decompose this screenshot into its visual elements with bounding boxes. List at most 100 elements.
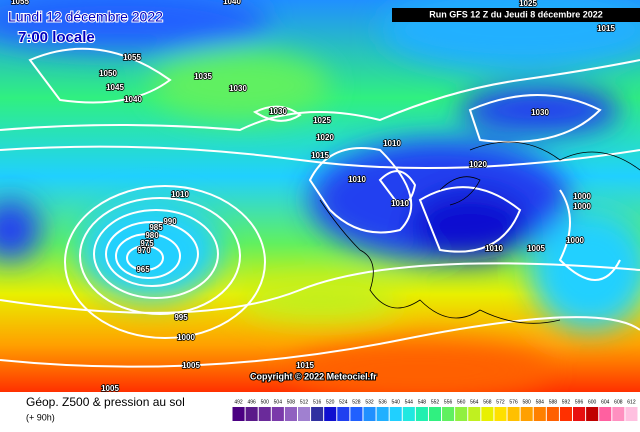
- legend-swatch: [376, 407, 389, 421]
- isobar-label: 1000: [573, 192, 591, 201]
- isobar-label: 995: [174, 313, 188, 322]
- legend-label: 492: [234, 399, 243, 405]
- legend-label: 552: [431, 399, 440, 405]
- legend-swatch: [245, 407, 258, 421]
- legend-swatch: [311, 407, 324, 421]
- legend-label: 584: [536, 399, 545, 405]
- isobar-label: 1055: [123, 53, 141, 62]
- legend-label: 512: [300, 399, 309, 405]
- legend-swatch: [324, 407, 337, 421]
- legend-swatch: [337, 407, 350, 421]
- legend-label: 536: [378, 399, 387, 405]
- isobar-label: 1010: [383, 139, 401, 148]
- isobar-label: 1045: [106, 83, 124, 92]
- legend-label: 556: [444, 399, 453, 405]
- isobars: [0, 47, 640, 368]
- isobar-label: 1005: [101, 384, 119, 393]
- legend-swatch: [625, 407, 638, 421]
- isobar-label: 1010: [391, 199, 409, 208]
- legend-swatch: [415, 407, 428, 421]
- isobar-label: 1030: [531, 108, 549, 117]
- isobar-label: 1015: [296, 361, 314, 370]
- legend-label: 604: [601, 399, 610, 405]
- isobar-label: 1015: [311, 151, 329, 160]
- isobar-label: 1055: [11, 0, 29, 6]
- legend-swatch: [350, 407, 363, 421]
- legend-label: 524: [339, 399, 348, 405]
- isobar-label: 1040: [223, 0, 241, 6]
- legend-label: 580: [523, 399, 532, 405]
- legend-label: 564: [470, 399, 479, 405]
- isobar-label: 1000: [573, 202, 591, 211]
- legend-swatch: [428, 407, 442, 421]
- legend-swatch: [507, 407, 520, 421]
- footer-lead: (+ 90h): [26, 412, 55, 422]
- isobar-label: 1020: [316, 133, 334, 142]
- legend-label: 540: [392, 399, 401, 405]
- isobar-label: 1015: [597, 24, 615, 33]
- legend-label: 532: [365, 399, 374, 405]
- legend-label: 608: [614, 399, 623, 405]
- legend-label: 612: [627, 399, 636, 405]
- isobar-label: 1005: [182, 361, 200, 370]
- legend-label: 572: [496, 399, 505, 405]
- isobar-label: 985: [149, 223, 163, 232]
- legend-label: 500: [261, 399, 270, 405]
- legend-swatch: [297, 407, 311, 421]
- legend-swatch: [481, 407, 494, 421]
- forecast-date: Lundi 12 décembre 2022: [8, 9, 163, 25]
- legend-label: 520: [326, 399, 335, 405]
- legend-label: 508: [287, 399, 296, 405]
- legend-swatch: [258, 407, 271, 421]
- legend-swatch: [232, 407, 245, 421]
- legend-swatch: [586, 407, 599, 421]
- legend-label: 588: [549, 399, 558, 405]
- isobar-label: 1020: [469, 160, 487, 169]
- legend-swatch: [389, 407, 402, 421]
- legend-swatch: [442, 407, 455, 421]
- isobar-label: 1010: [171, 190, 189, 199]
- legend-label: 576: [509, 399, 518, 405]
- footer-title: Géop. Z500 & pression au sol: [26, 395, 185, 409]
- legend-swatch: [533, 407, 546, 421]
- isobar-labels: 1055 1040 10251015105510501045104010351030…: [10, 0, 616, 394]
- legend-swatch: [455, 407, 468, 421]
- isobar-label: 1010: [485, 244, 503, 253]
- legend-label: 596: [575, 399, 584, 405]
- legend-swatch: [612, 407, 625, 421]
- legend-label: 592: [562, 399, 571, 405]
- coastlines: [319, 141, 640, 324]
- legend-label: 504: [274, 399, 283, 405]
- legend-swatch: [546, 407, 559, 421]
- isobar-label: 1005: [527, 244, 545, 253]
- isobar-label: 1025: [313, 116, 331, 125]
- isobar-label: 965: [136, 265, 150, 274]
- forecast-time: 7:00 locale: [18, 29, 95, 46]
- legend-label: 544: [405, 399, 414, 405]
- isobar-label: 1030: [269, 107, 287, 116]
- isobar-label: 975: [140, 239, 154, 248]
- run-box: [392, 8, 640, 22]
- isobar-label: 980: [145, 231, 159, 240]
- legend-label: 600: [588, 399, 597, 405]
- legend-label: 528: [352, 399, 361, 405]
- legend-swatch: [468, 407, 481, 421]
- isobar-label: 1010: [348, 175, 366, 184]
- copyright: Copyright © 2022 Meteociel.fr: [250, 371, 377, 381]
- isobar-label: 1000: [566, 236, 584, 245]
- legend-label: 496: [247, 399, 256, 405]
- legend-swatch: [402, 407, 415, 421]
- legend-swatch: [494, 407, 507, 421]
- run-text: Run GFS 12 Z du Jeudi 8 décembre 2022: [429, 9, 603, 19]
- legend-label: 560: [457, 399, 466, 405]
- legend-swatch: [520, 407, 533, 421]
- legend-label: 548: [418, 399, 427, 405]
- legend-swatch: [599, 407, 612, 421]
- legend-label: 568: [483, 399, 492, 405]
- isobar-label: 1050: [99, 69, 117, 78]
- legend-swatch: [573, 407, 586, 421]
- isobar-label: 1035: [194, 72, 212, 81]
- legend-swatch: [284, 407, 297, 421]
